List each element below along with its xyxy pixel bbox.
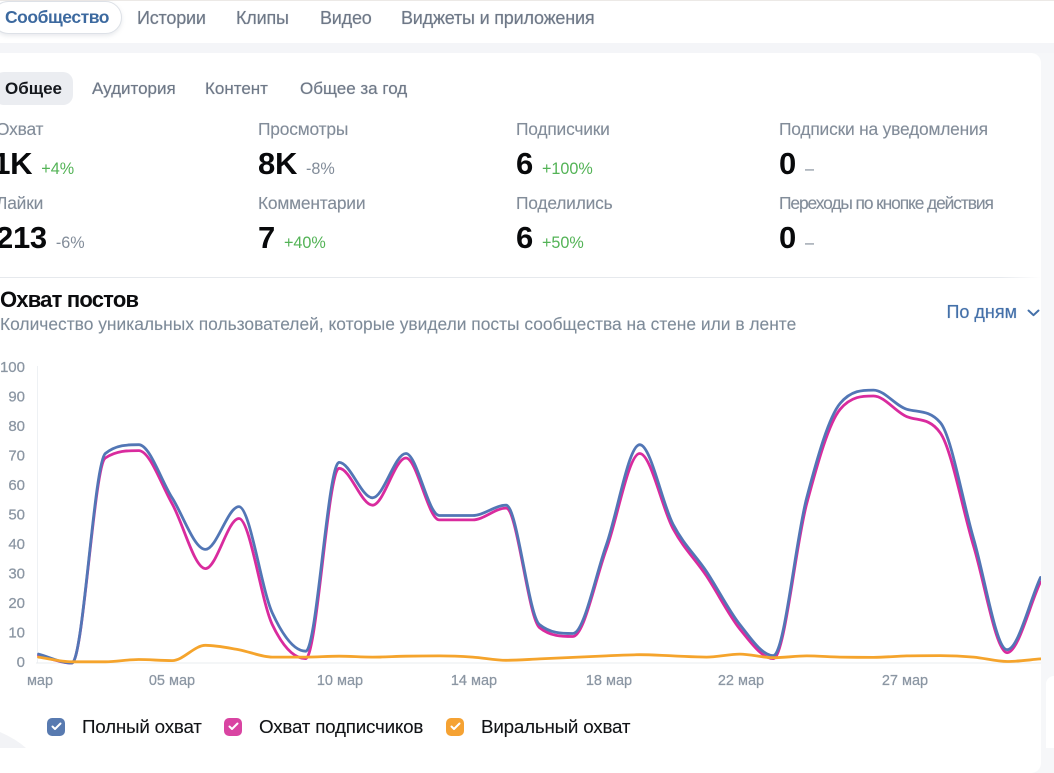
svg-text:05 мар: 05 мар <box>149 673 195 689</box>
svg-text:50: 50 <box>8 507 25 524</box>
svg-text:22 мар: 22 мар <box>718 673 764 689</box>
svg-text:10 мар: 10 мар <box>317 673 363 689</box>
svg-text:80: 80 <box>8 418 25 435</box>
svg-text:100: 100 <box>0 359 25 376</box>
svg-text:70: 70 <box>8 448 25 465</box>
svg-text:30: 30 <box>8 566 25 583</box>
svg-text:40: 40 <box>8 536 25 553</box>
svg-text:20: 20 <box>8 595 25 612</box>
svg-text:18 мар: 18 мар <box>586 673 632 689</box>
svg-text:10: 10 <box>8 625 25 642</box>
svg-text:14 мар: 14 мар <box>451 673 497 689</box>
svg-text:0: 0 <box>17 654 25 671</box>
svg-text:60: 60 <box>8 477 25 494</box>
svg-text:27 мар: 27 мар <box>882 673 928 689</box>
svg-text:мар: мар <box>27 673 53 689</box>
svg-text:90: 90 <box>8 389 25 406</box>
